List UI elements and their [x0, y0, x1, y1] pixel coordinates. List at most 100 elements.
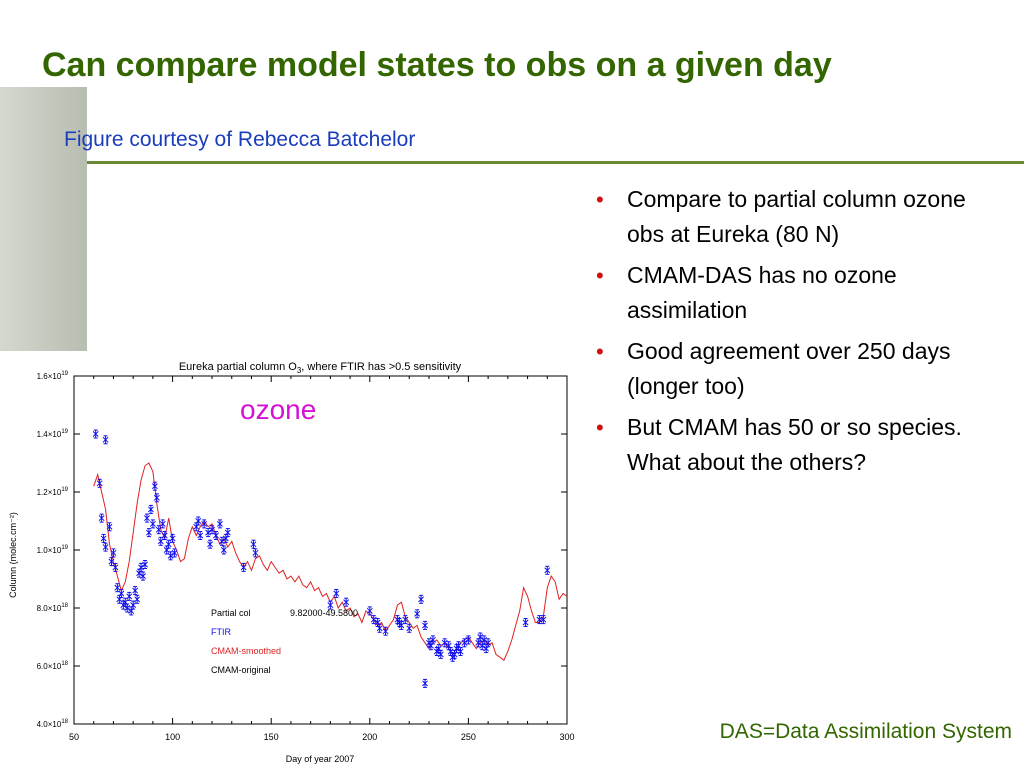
- ftir-point: [165, 539, 172, 549]
- x-axis-label: Day of year 2007: [286, 754, 355, 764]
- plot-frame: [73, 375, 568, 725]
- ftir-point: [240, 562, 247, 572]
- bullet-text: But CMAM has 50 or so species. What abou…: [627, 414, 962, 475]
- ftir-point: [209, 525, 215, 535]
- slide-title: Can compare model states to obs on a giv…: [42, 46, 832, 84]
- footnote: DAS=Data Assimilation System: [719, 720, 1012, 743]
- legend-entry: FTIR: [211, 627, 231, 637]
- ftir-point: [429, 635, 436, 645]
- figure-credit: Figure courtesy of Rebecca Batchelor: [64, 128, 416, 151]
- ftir-point: [130, 600, 137, 610]
- ftir-point: [218, 536, 225, 546]
- bullet-item: • Compare to partial column ozone obs at …: [596, 182, 1006, 252]
- bullet-text: Good agreement over 250 days (longer too…: [627, 338, 951, 399]
- y-tick-label: 1.0×1019: [37, 545, 69, 555]
- ftir-point: [402, 615, 409, 625]
- ftir-point: [213, 531, 219, 540]
- ftir-point: [157, 536, 164, 546]
- ftir-point: [145, 528, 152, 538]
- y-axis-label: Column (molec.cm⁻²): [8, 512, 18, 598]
- ftir-point: [414, 609, 421, 619]
- ftir-point: [220, 545, 227, 555]
- ftir-point: [92, 429, 99, 439]
- bullet-text: CMAM-DAS has no ozone assimilation: [627, 262, 897, 323]
- ftir-point: [155, 525, 162, 535]
- x-tick-label: 100: [165, 732, 180, 742]
- ftir-point: [144, 513, 150, 523]
- ftir-point: [197, 531, 204, 540]
- y-tick-label: 6.0×1018: [37, 661, 69, 671]
- ftir-point: [437, 649, 444, 659]
- ftir-point: [169, 533, 176, 543]
- bullet-dot-icon: •: [596, 415, 604, 440]
- ftir-point: [149, 519, 156, 529]
- ftir-point: [118, 589, 125, 598]
- ftir-point: [457, 647, 464, 656]
- ftir-point: [114, 583, 121, 593]
- ftir-point: [108, 557, 115, 567]
- y-tick-label: 1.2×1019: [37, 487, 69, 497]
- legend-header-value: 9.82000-49.5800: [290, 608, 358, 618]
- ftir-point: [216, 519, 223, 529]
- bullet-text: Compare to partial column ozone obs at E…: [627, 186, 966, 247]
- chart-svg: Eureka partial column O3, where FTIR has…: [8, 361, 575, 764]
- title-divider: [87, 161, 1024, 164]
- ftir-point: [112, 562, 119, 572]
- ftir-point: [142, 560, 148, 569]
- y-tick-label: 4.0×1018: [37, 719, 69, 729]
- ftir-point: [195, 516, 202, 526]
- ftir-point: [441, 638, 448, 648]
- ftir-point: [382, 626, 389, 636]
- x-tick-label: 300: [559, 732, 574, 742]
- ftir-point: [124, 603, 131, 613]
- chart-title-suffix: , where FTIR has >0.5 sensitivity: [301, 361, 461, 373]
- ftir-point: [461, 638, 468, 648]
- ftir-point: [447, 647, 454, 656]
- ftir-point: [327, 600, 334, 610]
- ftir-point: [98, 513, 105, 523]
- ftir-point: [205, 528, 212, 538]
- ftir-point: [128, 606, 135, 616]
- chart-title-prefix: Eureka partial column O: [179, 361, 297, 373]
- ftir-point: [422, 678, 428, 688]
- ftir-point: [465, 635, 472, 645]
- bullet-list: • Compare to partial column ozone obs at …: [596, 182, 1006, 486]
- bullet-dot-icon: •: [596, 263, 604, 288]
- ftir-point: [477, 632, 484, 642]
- ftir-point: [110, 548, 117, 558]
- bullet-item: • Good agreement over 250 days (longer to…: [596, 334, 1006, 404]
- bullet-dot-icon: •: [596, 187, 604, 212]
- ftir-point: [370, 615, 377, 625]
- ftir-point: [151, 481, 158, 491]
- ftir-point: [522, 618, 529, 627]
- ftir-point: [193, 522, 200, 532]
- ftir-point: [134, 594, 141, 604]
- ftir-point: [201, 519, 208, 529]
- ftir-point: [106, 522, 113, 532]
- ftir-point: [147, 504, 154, 514]
- ozone-label: ozone: [240, 394, 317, 425]
- ftir-point: [366, 606, 373, 616]
- ftir-point: [126, 591, 133, 601]
- ftir-point: [161, 531, 168, 540]
- x-tick-label: 150: [264, 732, 279, 742]
- ftir-point: [140, 571, 146, 581]
- ftir-point: [540, 615, 547, 625]
- ftir-point: [207, 539, 214, 549]
- x-tick-label: 200: [362, 732, 377, 742]
- ozone-chart: Eureka partial column O3, where FTIR has…: [0, 352, 585, 768]
- ftir-point: [485, 638, 492, 648]
- bullet-item: • But CMAM has 50 or so species. What abo…: [596, 410, 1006, 480]
- ftir-point: [333, 589, 340, 598]
- ftir-point: [132, 586, 139, 596]
- ftir-point: [122, 597, 129, 607]
- ftir-point: [418, 594, 425, 604]
- cmam-smoothed-line: [93, 462, 568, 661]
- ftir-point: [159, 519, 166, 529]
- ftir-point: [406, 623, 413, 633]
- ftir-point: [102, 542, 109, 552]
- y-tick-label: 8.0×1018: [37, 603, 69, 613]
- ftir-point: [398, 620, 405, 630]
- data-series: [92, 429, 568, 688]
- ftir-point: [481, 635, 488, 645]
